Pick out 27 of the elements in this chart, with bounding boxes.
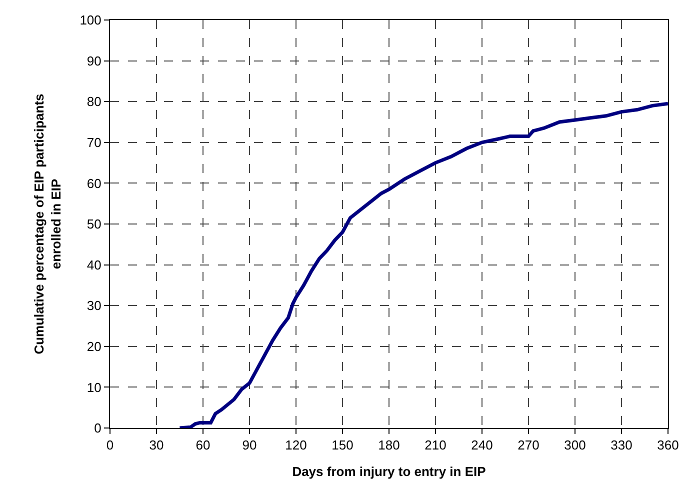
y-tick-label: 30 <box>86 298 102 314</box>
x-tick-label: 210 <box>424 438 446 453</box>
x-tick-label: 240 <box>471 438 493 453</box>
y-tick-label: 100 <box>80 12 102 28</box>
y-tick-label: 90 <box>86 53 102 68</box>
x-axis-title: Days from injury to entry in EIP <box>292 464 486 480</box>
y-tick-label: 80 <box>86 94 102 110</box>
y-tick-label: 70 <box>86 134 102 150</box>
x-tick-label: 180 <box>378 438 400 453</box>
x-tick-label: 270 <box>518 438 540 453</box>
x-tick-label: 90 <box>242 438 257 453</box>
y-axis-title: Cumulative percentage of EIP participants enrolled in EIP <box>32 94 64 354</box>
y-tick-label: 40 <box>86 257 102 272</box>
x-tick-label: 330 <box>610 438 632 453</box>
y-tick-label: 20 <box>86 338 102 354</box>
y-tick-label: 60 <box>86 176 102 191</box>
x-tick-label: 360 <box>657 438 679 453</box>
x-tick-label: 120 <box>285 438 307 453</box>
y-tick-label: 10 <box>86 380 102 395</box>
x-tick-label: 0 <box>106 438 114 453</box>
line-series <box>178 102 668 428</box>
x-tick-label: 30 <box>149 438 164 453</box>
y-tick-label: 50 <box>86 216 102 232</box>
x-tick-label: 60 <box>196 438 210 453</box>
y-tick-label: 0 <box>94 420 102 436</box>
x-tick-label: 300 <box>564 438 586 453</box>
x-tick-label: 150 <box>332 438 354 453</box>
